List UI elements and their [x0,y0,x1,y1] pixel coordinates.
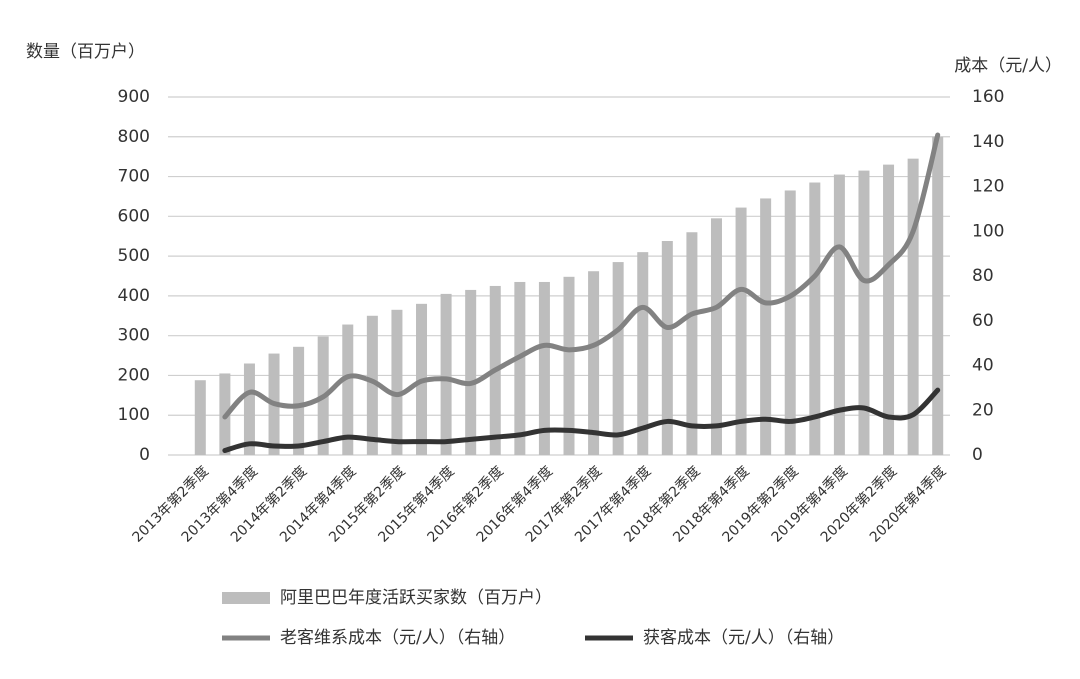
bar [858,170,870,456]
bar [686,232,698,455]
bar [907,158,919,455]
legend-label: 老客维系成本（元/人）（右轴） [280,628,515,648]
y-tick-label: 200 [118,365,150,385]
y2-axis-title: 成本（元/人） [954,56,1062,76]
y2-tick-label: 60 [972,311,994,331]
bar [366,315,378,455]
bar [661,240,673,455]
y-tick-label: 500 [118,246,150,266]
bar [612,262,624,455]
bar [883,164,895,455]
y2-tick-label: 160 [972,87,1004,107]
bar [465,289,477,455]
bar [391,309,403,455]
bar [710,218,722,455]
bar [514,281,526,455]
line [222,387,941,454]
bar [342,324,354,455]
line [222,132,941,420]
y-tick-label: 700 [118,167,150,187]
bar [563,276,575,455]
y-axis-title: 数量（百万户） [26,42,145,62]
bar [588,271,600,455]
y-tick-label: 300 [118,326,150,346]
y2-tick-label: 20 [972,400,994,420]
y2-tick-label: 0 [972,445,983,465]
y-tick-label: 100 [118,405,150,425]
bar [760,198,772,455]
y2-tick-label: 120 [972,177,1004,197]
legend-label: 阿里巴巴年度活跃买家数（百万户） [280,588,552,608]
bar [440,293,452,455]
bar [194,380,206,455]
y2-tick-label: 140 [972,132,1004,152]
legend-swatch [222,592,270,604]
bar [538,281,550,455]
y2-tick-label: 100 [972,221,1004,241]
y-tick-label: 900 [118,87,150,107]
bar [833,174,845,456]
bar [932,136,944,455]
bar [637,252,649,455]
bar [735,207,747,455]
y2-tick-label: 80 [972,266,994,286]
y2-tick-label: 40 [972,356,994,376]
y-tick-label: 400 [118,286,150,306]
bar [809,182,821,455]
bar [784,190,796,455]
y-tick-label: 600 [118,206,150,226]
y-tick-label: 800 [118,127,150,147]
legend-label: 获客成本（元/人）（右轴） [643,628,844,648]
bar [243,363,255,455]
bar [293,346,305,455]
y-tick-label: 0 [139,445,150,465]
